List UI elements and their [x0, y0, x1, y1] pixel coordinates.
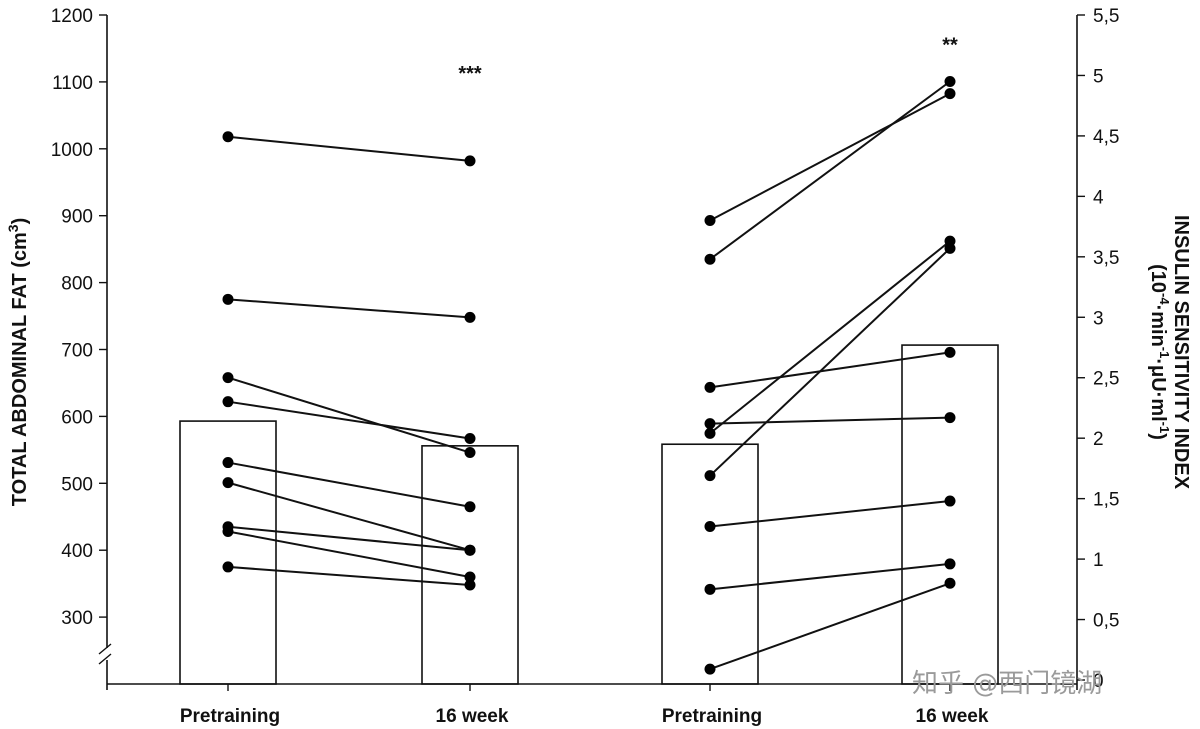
left-axis-break-mark-1 — [98, 643, 112, 655]
subject-point-post-0-1 — [464, 311, 476, 323]
subject-point-pre-1-5 — [704, 470, 716, 482]
subject-line-0-2 — [227, 376, 471, 454]
subject-line-0-3 — [227, 400, 471, 440]
subject-line-0-4 — [227, 461, 471, 508]
left-tick-label-3: 600 — [61, 407, 93, 428]
subject-line-1-5 — [709, 247, 951, 477]
subject-point-pre-0-3 — [222, 396, 234, 408]
subject-line-0-5 — [227, 481, 471, 552]
subject-point-pre-1-3 — [704, 418, 716, 430]
x-category-label-2: Pretraining — [662, 706, 762, 727]
bar-1 — [421, 445, 519, 685]
subject-point-post-0-8 — [464, 579, 476, 591]
left-tick-label-0: 300 — [61, 608, 93, 629]
subject-point-pre-1-4 — [704, 427, 716, 439]
subject-line-0-6 — [227, 525, 471, 552]
left-tick-label-9: 1200 — [51, 6, 93, 27]
labels-layer: *****30040050060070080090010001100120000… — [5, 6, 1192, 727]
left-axis-title: TOTAL ABDOMINAL FAT (cm3) — [5, 218, 31, 507]
right-tick-label-9: 4,5 — [1093, 127, 1119, 148]
right-tick-label-3: 1,5 — [1093, 490, 1119, 511]
subject-point-pre-1-6 — [704, 520, 716, 532]
subject-line-0-0 — [227, 135, 471, 162]
subject-point-pre-0-1 — [222, 293, 234, 305]
right-axis-title-line2: (10-4·min-1·μU·ml-1) — [1147, 264, 1172, 440]
subject-line-1-3 — [709, 416, 951, 425]
subject-point-post-0-4 — [464, 501, 476, 513]
subject-point-post-1-0 — [944, 88, 956, 100]
subject-line-1-8 — [709, 582, 951, 671]
subject-points-layer — [222, 76, 956, 675]
right-axis-title-line1: INSULIN SENSITIVITY INDEX — [1170, 215, 1192, 490]
significance-0: *** — [458, 63, 482, 85]
subject-point-pre-1-1 — [704, 253, 716, 265]
left-tick-label-1: 400 — [61, 541, 93, 562]
left-tick-label-7: 1000 — [51, 140, 93, 161]
bars-layer — [179, 344, 999, 685]
x-category-label-0: Pretraining — [180, 706, 280, 727]
subject-line-0-1 — [227, 298, 471, 319]
subject-point-post-0-7 — [464, 571, 476, 583]
subject-point-post-1-1 — [944, 76, 956, 87]
subject-line-1-2 — [709, 351, 951, 389]
left-tick-label-6: 900 — [61, 207, 93, 228]
subject-point-pre-1-8 — [704, 663, 716, 675]
subject-point-pre-0-4 — [222, 457, 234, 469]
x-category-label-1: 16 week — [436, 706, 509, 727]
watermark: 知乎 @西门镜湖 — [912, 669, 1102, 699]
subject-point-post-0-3 — [464, 432, 476, 444]
subject-point-pre-0-8 — [222, 561, 234, 573]
significance-1: ** — [942, 34, 958, 56]
subject-point-post-0-0 — [464, 155, 476, 167]
subject-line-1-0 — [709, 92, 951, 222]
subject-point-pre-1-7 — [704, 583, 716, 595]
right-tick-label-4: 2 — [1093, 429, 1104, 450]
right-tick-label-6: 3 — [1093, 308, 1104, 329]
bar-2 — [661, 443, 759, 685]
right-tick-label-0: 0 — [1093, 671, 1104, 692]
subject-point-pre-0-2 — [222, 372, 234, 384]
left-tick-label-5: 800 — [61, 274, 93, 295]
right-tick-label-1: 0,5 — [1093, 611, 1119, 632]
subject-point-post-0-6 — [464, 544, 476, 556]
right-tick-label-11: 5,5 — [1093, 6, 1119, 27]
right-tick-label-8: 4 — [1093, 187, 1104, 208]
bar-3 — [901, 344, 999, 685]
subject-lines-layer — [227, 80, 951, 671]
subject-point-pre-1-2 — [704, 381, 716, 393]
subject-point-post-1-7 — [944, 558, 956, 570]
right-tick-label-10: 5 — [1093, 66, 1104, 87]
right-tick-label-5: 2,5 — [1093, 369, 1119, 390]
axes-layer — [98, 14, 1085, 691]
x-category-label-3: 16 week — [916, 706, 989, 727]
subject-line-0-8 — [227, 565, 471, 586]
left-tick-label-8: 1100 — [52, 73, 93, 94]
right-tick-label-7: 3,5 — [1093, 248, 1119, 269]
subject-point-post-1-3 — [944, 412, 956, 424]
subject-point-post-1-6 — [944, 495, 956, 507]
subject-point-pre-1-0 — [704, 215, 716, 227]
left-axis-break-mark-2 — [98, 653, 112, 665]
subject-point-pre-0-7 — [222, 525, 234, 537]
subject-point-post-1-5 — [944, 242, 956, 254]
subject-line-1-7 — [709, 562, 951, 591]
subject-point-post-1-8 — [944, 577, 956, 589]
subject-point-pre-0-5 — [222, 477, 234, 489]
subject-line-1-1 — [709, 80, 951, 261]
subject-line-0-7 — [227, 530, 471, 578]
subject-point-post-0-2 — [464, 447, 476, 459]
left-tick-label-2: 500 — [61, 474, 93, 495]
subject-point-pre-0-0 — [222, 131, 234, 143]
right-tick-label-2: 1 — [1093, 550, 1104, 571]
left-tick-label-4: 700 — [61, 341, 93, 362]
subject-point-post-1-2 — [944, 346, 956, 358]
subject-line-1-4 — [709, 240, 951, 435]
subject-line-1-6 — [709, 500, 951, 528]
